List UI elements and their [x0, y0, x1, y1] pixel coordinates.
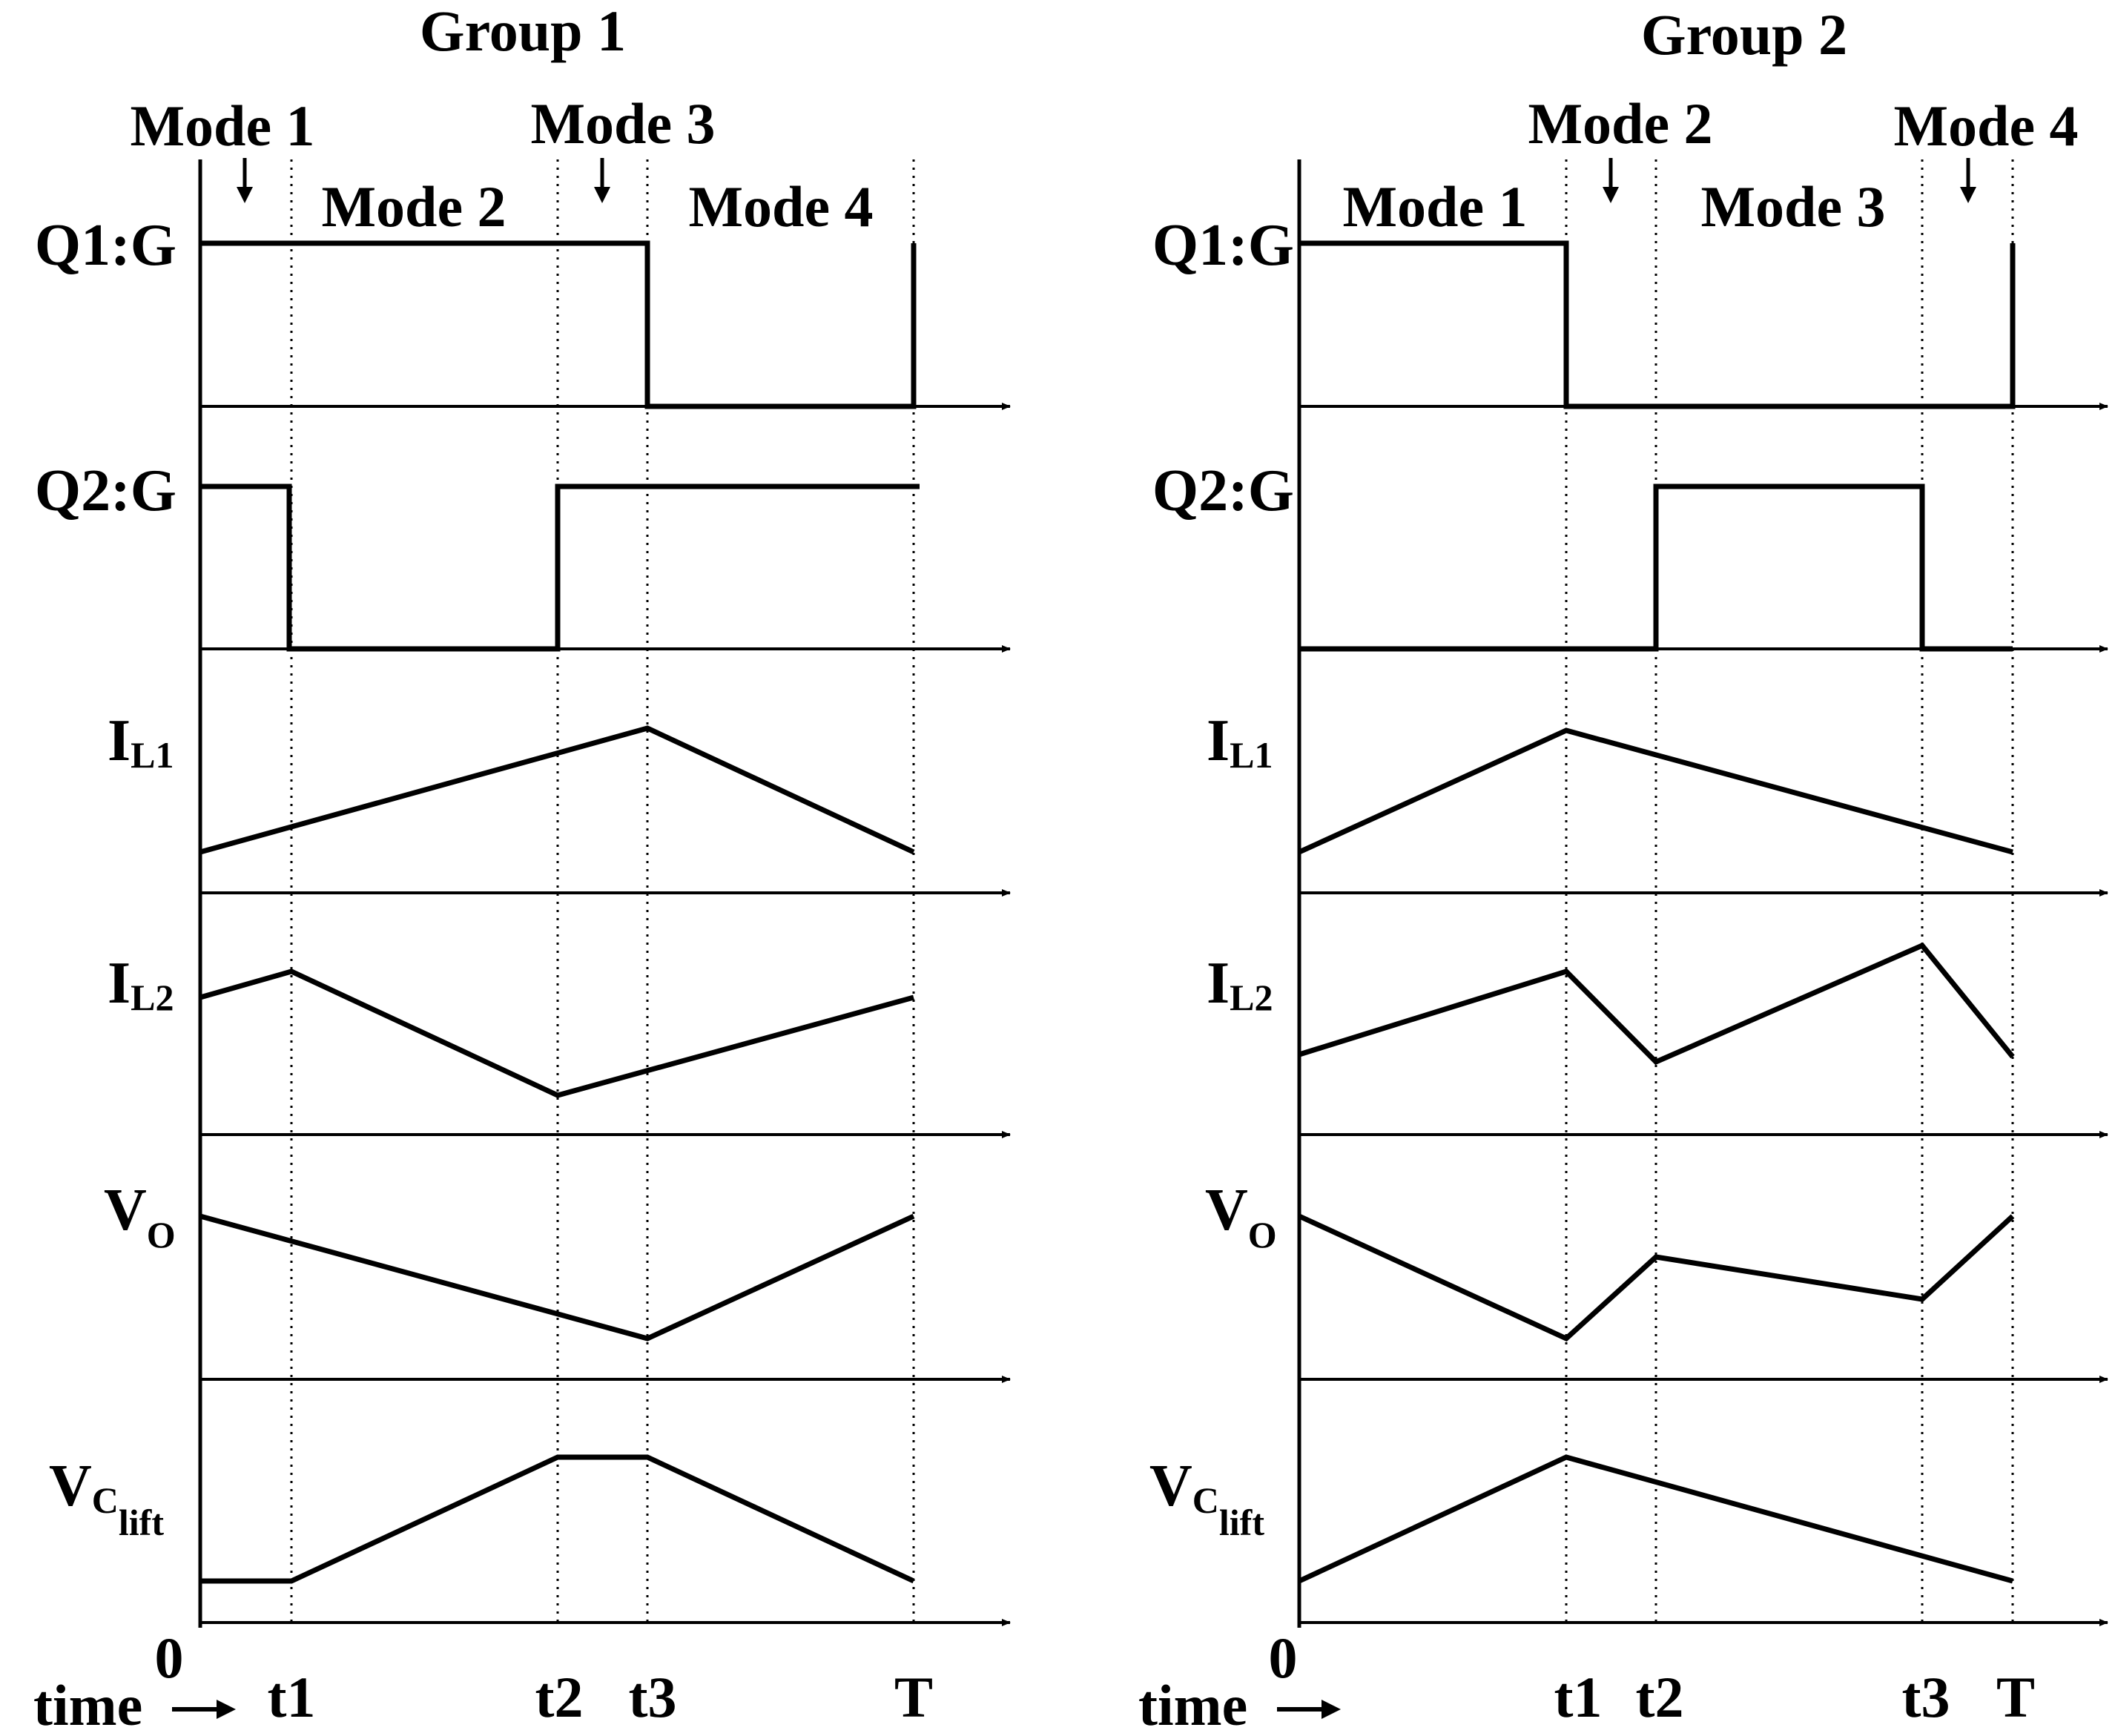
group-2-q2-label: Q2:G	[1152, 458, 1294, 524]
group-2-il2-waveform	[1298, 942, 2015, 1066]
group-1-q2-waveform	[200, 483, 920, 652]
group-1-mode-1-label: Mode 1	[130, 93, 314, 158]
group-2-il1-label: IL1	[1207, 708, 1273, 776]
group-2-time-arrow-icon	[1277, 1700, 1341, 1719]
group-1: Group 1 Mode 1 Mode 2 Mode 3 Mode 4	[33, 0, 1011, 1736]
group-2-tick-t2: t2	[1636, 1665, 1684, 1729]
group-2-tick-t1: t1	[1554, 1665, 1603, 1729]
group-2-title: Group 2	[1641, 2, 1847, 67]
group-1-baselines	[200, 403, 1011, 1626]
group-1-tick-t2: t2	[535, 1665, 584, 1729]
group-2-mode-4-label: Mode 4	[1893, 93, 2078, 158]
group-2-mode-3-label: Mode 3	[1700, 174, 1885, 239]
group-1-tick-t1: t1	[268, 1665, 316, 1729]
group-2-waveforms	[1298, 240, 2016, 1584]
group-2-origin-label: 0	[1269, 1626, 1298, 1690]
group-1-mode-3-arrow-icon	[594, 158, 610, 203]
group-1-time-label: time	[33, 1673, 142, 1732]
group-1-il2-label: IL2	[108, 951, 174, 1018]
group-2-q1-waveform	[1299, 240, 2016, 409]
group-1-tick-T: T	[894, 1665, 933, 1729]
group-2-mode-1-label: Mode 1	[1342, 174, 1527, 239]
group-2-vo-waveform	[1298, 1213, 2015, 1342]
group-2-vc-waveform	[1298, 1454, 2013, 1584]
group-1-vo-waveform	[199, 1213, 915, 1341]
group-1-vc-waveform	[200, 1454, 915, 1584]
group-1-mode-1-arrow-icon	[237, 158, 253, 203]
group-2-q2-waveform	[1299, 483, 2013, 652]
group-1-tick-t3: t3	[629, 1665, 677, 1729]
group-2-mode-2-label: Mode 2	[1528, 91, 1712, 156]
group-1-origin-label: 0	[155, 1626, 184, 1690]
group-1-vc-label: VClift	[49, 1453, 164, 1543]
group-2-time-label: time	[1138, 1673, 1247, 1732]
group-2-tick-t3: t3	[1902, 1665, 1950, 1729]
group-1-il1-label: IL1	[108, 708, 174, 776]
group-1-title: Group 1	[420, 0, 626, 63]
group-1-il1-waveform	[199, 725, 915, 855]
group-2: Group 2 Mode 1 Mode 2 Mode 3 Mode 4	[1138, 2, 2108, 1736]
group-1-vo-label: VO	[104, 1178, 176, 1255]
group-2-vo-label: VO	[1205, 1178, 1277, 1255]
group-1-mode-4-label: Mode 4	[688, 174, 873, 239]
group-2-q1-label: Q1:G	[1152, 213, 1294, 278]
group-1-mode-3-label: Mode 3	[530, 91, 715, 156]
group-1-mode-2-label: Mode 2	[321, 174, 506, 239]
group-2-mode-2-arrow-icon	[1603, 158, 1619, 203]
group-1-q1-label: Q1:G	[35, 213, 176, 278]
group-1-waveforms	[199, 240, 920, 1584]
group-2-il2-label: IL2	[1207, 951, 1273, 1018]
group-2-il1-waveform	[1298, 727, 2013, 855]
group-1-il2-waveform	[199, 968, 914, 1098]
group-1-time-arrow-icon	[172, 1700, 236, 1719]
group-2-mode-4-arrow-icon	[1960, 158, 1976, 203]
group-1-q1-waveform	[200, 240, 917, 409]
group-1-q2-label: Q2:G	[35, 458, 176, 524]
group-2-tick-T: T	[1996, 1665, 2035, 1729]
group-2-vc-label: VClift	[1149, 1453, 1264, 1543]
